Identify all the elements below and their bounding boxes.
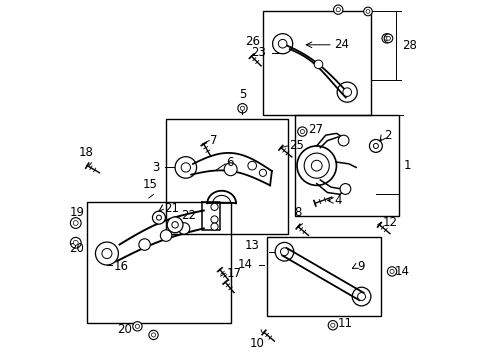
Circle shape xyxy=(241,106,245,111)
Circle shape xyxy=(275,242,294,261)
Text: 13: 13 xyxy=(245,239,259,252)
Circle shape xyxy=(102,248,112,258)
Circle shape xyxy=(211,223,218,230)
Circle shape xyxy=(152,211,166,224)
Text: 19: 19 xyxy=(69,207,84,220)
Circle shape xyxy=(343,88,351,96)
Circle shape xyxy=(224,163,237,176)
Text: 23: 23 xyxy=(251,46,266,59)
Circle shape xyxy=(181,163,191,172)
Circle shape xyxy=(259,169,267,176)
Text: 6: 6 xyxy=(226,156,234,169)
Circle shape xyxy=(175,157,196,178)
Bar xyxy=(263,12,370,116)
Text: 11: 11 xyxy=(338,317,352,330)
Bar xyxy=(295,116,399,216)
Text: 8: 8 xyxy=(294,206,302,220)
Circle shape xyxy=(135,324,140,328)
Circle shape xyxy=(71,218,81,228)
Text: 20: 20 xyxy=(69,242,84,255)
Circle shape xyxy=(278,40,287,48)
Circle shape xyxy=(139,239,150,250)
Circle shape xyxy=(211,203,218,211)
Circle shape xyxy=(385,36,389,40)
Circle shape xyxy=(151,333,156,337)
Text: 25: 25 xyxy=(289,139,304,152)
Circle shape xyxy=(211,216,218,223)
Circle shape xyxy=(298,127,307,136)
Text: 28: 28 xyxy=(402,39,417,52)
Circle shape xyxy=(358,293,366,301)
Text: 17: 17 xyxy=(226,267,242,280)
Text: 2: 2 xyxy=(384,129,392,143)
Text: 18: 18 xyxy=(79,146,94,159)
Circle shape xyxy=(328,320,338,330)
Circle shape xyxy=(96,242,119,265)
Text: 1: 1 xyxy=(403,159,411,172)
Circle shape xyxy=(238,104,247,113)
Circle shape xyxy=(340,184,351,194)
Text: 4: 4 xyxy=(334,194,342,207)
Text: 20: 20 xyxy=(117,323,132,336)
Text: 16: 16 xyxy=(113,260,128,273)
Circle shape xyxy=(149,330,158,339)
Circle shape xyxy=(133,321,142,331)
Circle shape xyxy=(160,230,172,241)
Circle shape xyxy=(373,143,378,148)
Circle shape xyxy=(336,8,341,12)
Circle shape xyxy=(390,269,394,274)
Circle shape xyxy=(300,130,304,134)
Circle shape xyxy=(387,36,391,40)
Text: 3: 3 xyxy=(152,161,160,174)
Circle shape xyxy=(369,139,382,152)
Text: 27: 27 xyxy=(308,123,323,136)
Circle shape xyxy=(337,82,357,102)
Circle shape xyxy=(156,215,161,220)
Circle shape xyxy=(314,60,323,69)
Circle shape xyxy=(334,5,343,14)
Text: 9: 9 xyxy=(357,260,365,273)
Text: 12: 12 xyxy=(382,216,397,229)
Text: 7: 7 xyxy=(210,134,218,147)
Circle shape xyxy=(167,217,183,233)
Circle shape xyxy=(71,237,81,248)
Circle shape xyxy=(74,221,78,225)
Bar xyxy=(87,202,231,323)
Circle shape xyxy=(272,34,293,54)
Circle shape xyxy=(382,34,392,43)
Circle shape xyxy=(352,287,371,306)
Text: 14: 14 xyxy=(237,258,252,271)
Bar xyxy=(267,237,381,316)
Circle shape xyxy=(280,248,289,256)
Circle shape xyxy=(74,240,78,245)
Circle shape xyxy=(178,223,190,234)
Circle shape xyxy=(331,323,335,327)
Text: 22: 22 xyxy=(181,210,196,222)
Text: 21: 21 xyxy=(164,202,179,215)
Circle shape xyxy=(384,34,393,42)
Text: 26: 26 xyxy=(245,35,260,48)
Bar xyxy=(166,119,288,234)
Text: 5: 5 xyxy=(239,88,246,101)
Text: 24: 24 xyxy=(334,38,349,51)
Circle shape xyxy=(366,9,370,13)
Text: 14: 14 xyxy=(395,265,410,278)
Circle shape xyxy=(338,135,349,146)
Text: 15: 15 xyxy=(143,178,157,191)
Circle shape xyxy=(364,7,372,16)
Circle shape xyxy=(388,267,397,276)
Circle shape xyxy=(248,161,256,170)
Circle shape xyxy=(172,222,178,228)
Text: 10: 10 xyxy=(250,337,265,350)
